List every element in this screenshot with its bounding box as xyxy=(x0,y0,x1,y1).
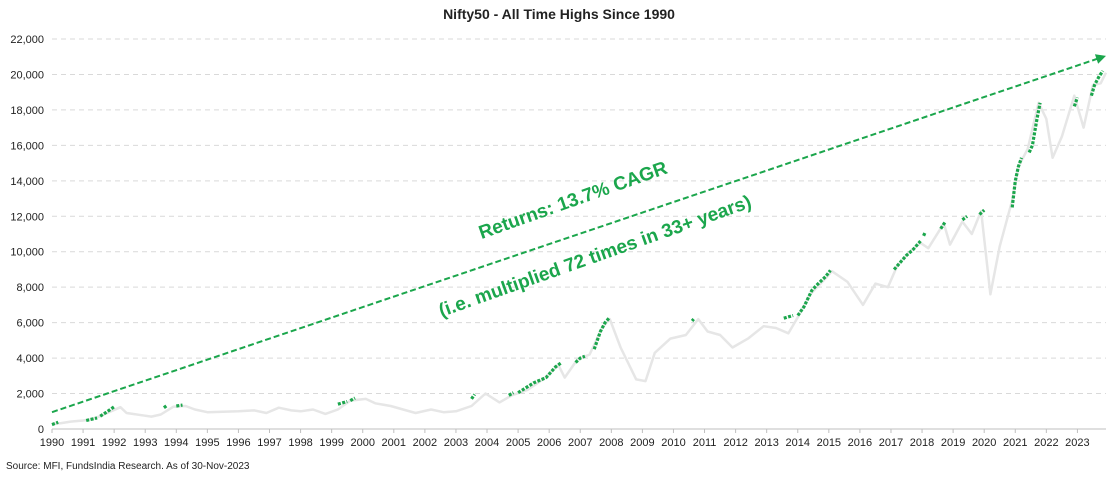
x-tick-label: 2015 xyxy=(817,437,841,449)
series-segment-all-time-high xyxy=(796,269,832,317)
x-tick-label: 1996 xyxy=(226,437,250,449)
series-segment-all-time-high xyxy=(892,240,922,271)
cagr-trend-arrowhead xyxy=(1094,54,1106,64)
annotation-layer: Returns: 13.7% CAGR (i.e. multiplied 72 … xyxy=(436,158,754,322)
series-segment-all-time-high xyxy=(85,416,98,423)
series-segment-all-time-high xyxy=(162,404,168,409)
y-tick-label: 0 xyxy=(38,424,44,436)
x-tick-label: 2005 xyxy=(506,437,530,449)
x-tick-label: 2002 xyxy=(413,437,437,449)
series-segment-all-time-high xyxy=(508,391,515,397)
cagr-trend-line xyxy=(51,57,1098,414)
y-tick-label: 8,000 xyxy=(16,282,44,294)
x-tick-label: 2023 xyxy=(1065,437,1089,449)
y-tick-label: 10,000 xyxy=(10,247,44,259)
x-tick-label: 1990 xyxy=(40,437,64,449)
x-tick-label: 1993 xyxy=(133,437,157,449)
x-tick-label: 1991 xyxy=(71,437,95,449)
chart-title: Nifty50 - All Time Highs Since 1990 xyxy=(443,6,675,22)
series-segment-all-time-high xyxy=(470,393,476,400)
series-segment-all-time-high xyxy=(592,316,611,350)
x-tick-label: 2004 xyxy=(475,437,499,449)
series-line-nifty50 xyxy=(51,72,1108,426)
x-tick-label: 2012 xyxy=(723,437,747,449)
x-tick-label: 1997 xyxy=(257,437,281,449)
series-segment-all-time-high xyxy=(922,231,927,237)
series-segment-all-time-high xyxy=(978,208,986,216)
series-layer xyxy=(51,54,1108,427)
series-segment-all-time-high xyxy=(961,215,969,222)
y-tick-label: 4,000 xyxy=(16,353,44,365)
x-tick-label: 1992 xyxy=(102,437,126,449)
series-segment-all-time-high xyxy=(574,354,586,364)
y-tick-label: 12,000 xyxy=(10,211,44,223)
y-tick-label: 22,000 xyxy=(10,34,44,46)
source-note: Source: MFI, FundsIndia Research. As of … xyxy=(6,461,250,472)
x-tick-label: 2020 xyxy=(972,437,996,449)
x-tick-label: 2016 xyxy=(848,437,872,449)
x-tick-label: 2001 xyxy=(382,437,406,449)
y-tick-label: 6,000 xyxy=(16,318,44,330)
series-segment-all-time-high xyxy=(1010,157,1024,208)
y-tick-label: 2,000 xyxy=(16,389,44,401)
x-tick-label: 1994 xyxy=(164,437,188,449)
series-segment-all-time-high xyxy=(337,399,348,406)
x-tick-label: 2010 xyxy=(661,437,685,449)
x-tick-label: 2008 xyxy=(599,437,623,449)
series-segment-all-time-high xyxy=(783,313,794,320)
series-segment-all-time-high xyxy=(1072,96,1079,107)
x-tick-label: 2013 xyxy=(754,437,778,449)
x-tick-label: 2019 xyxy=(941,437,965,449)
series-segment-all-time-high xyxy=(690,318,695,322)
x-tick-label: 1998 xyxy=(288,437,312,449)
x-tick-label: 2000 xyxy=(350,437,374,449)
x-tick-label: 2022 xyxy=(1034,437,1058,449)
y-tick-label: 20,000 xyxy=(10,69,44,81)
x-tick-label: 2006 xyxy=(537,437,561,449)
x-tick-label: 2014 xyxy=(786,437,810,449)
x-tick-label: 1999 xyxy=(319,437,343,449)
series-segment-all-time-high xyxy=(176,403,183,408)
x-tick-label: 2011 xyxy=(693,437,717,449)
series-segment-all-time-high xyxy=(517,361,563,395)
series-segment-all-time-high xyxy=(349,396,356,403)
series-segment-all-time-high xyxy=(939,220,947,230)
x-tick-label: 1995 xyxy=(195,437,219,449)
x-tick-label: 2021 xyxy=(1003,437,1027,449)
y-tick-label: 14,000 xyxy=(10,176,44,188)
series-segment-all-time-high xyxy=(1089,69,1105,97)
x-tick-label: 2007 xyxy=(568,437,592,449)
x-tick-label: 2017 xyxy=(879,437,903,449)
x-tick-label: 2018 xyxy=(910,437,934,449)
y-tick-label: 18,000 xyxy=(10,105,44,117)
series-segment-all-time-high xyxy=(1027,102,1042,154)
x-tick-label: 2009 xyxy=(630,437,654,449)
series-segment-all-time-high xyxy=(51,420,59,427)
grid-layer xyxy=(52,38,1106,395)
y-tick-label: 16,000 xyxy=(10,140,44,152)
axis-layer: 0 2,000 4,000 6,000 8,000 10,000 12,000 14,000 1… xyxy=(10,34,1106,449)
series-segment-all-time-high xyxy=(99,405,116,418)
x-tick-label: 2003 xyxy=(444,437,468,449)
annotation-multiplied: (i.e. multiplied 72 times in 33+ years) xyxy=(436,192,754,322)
